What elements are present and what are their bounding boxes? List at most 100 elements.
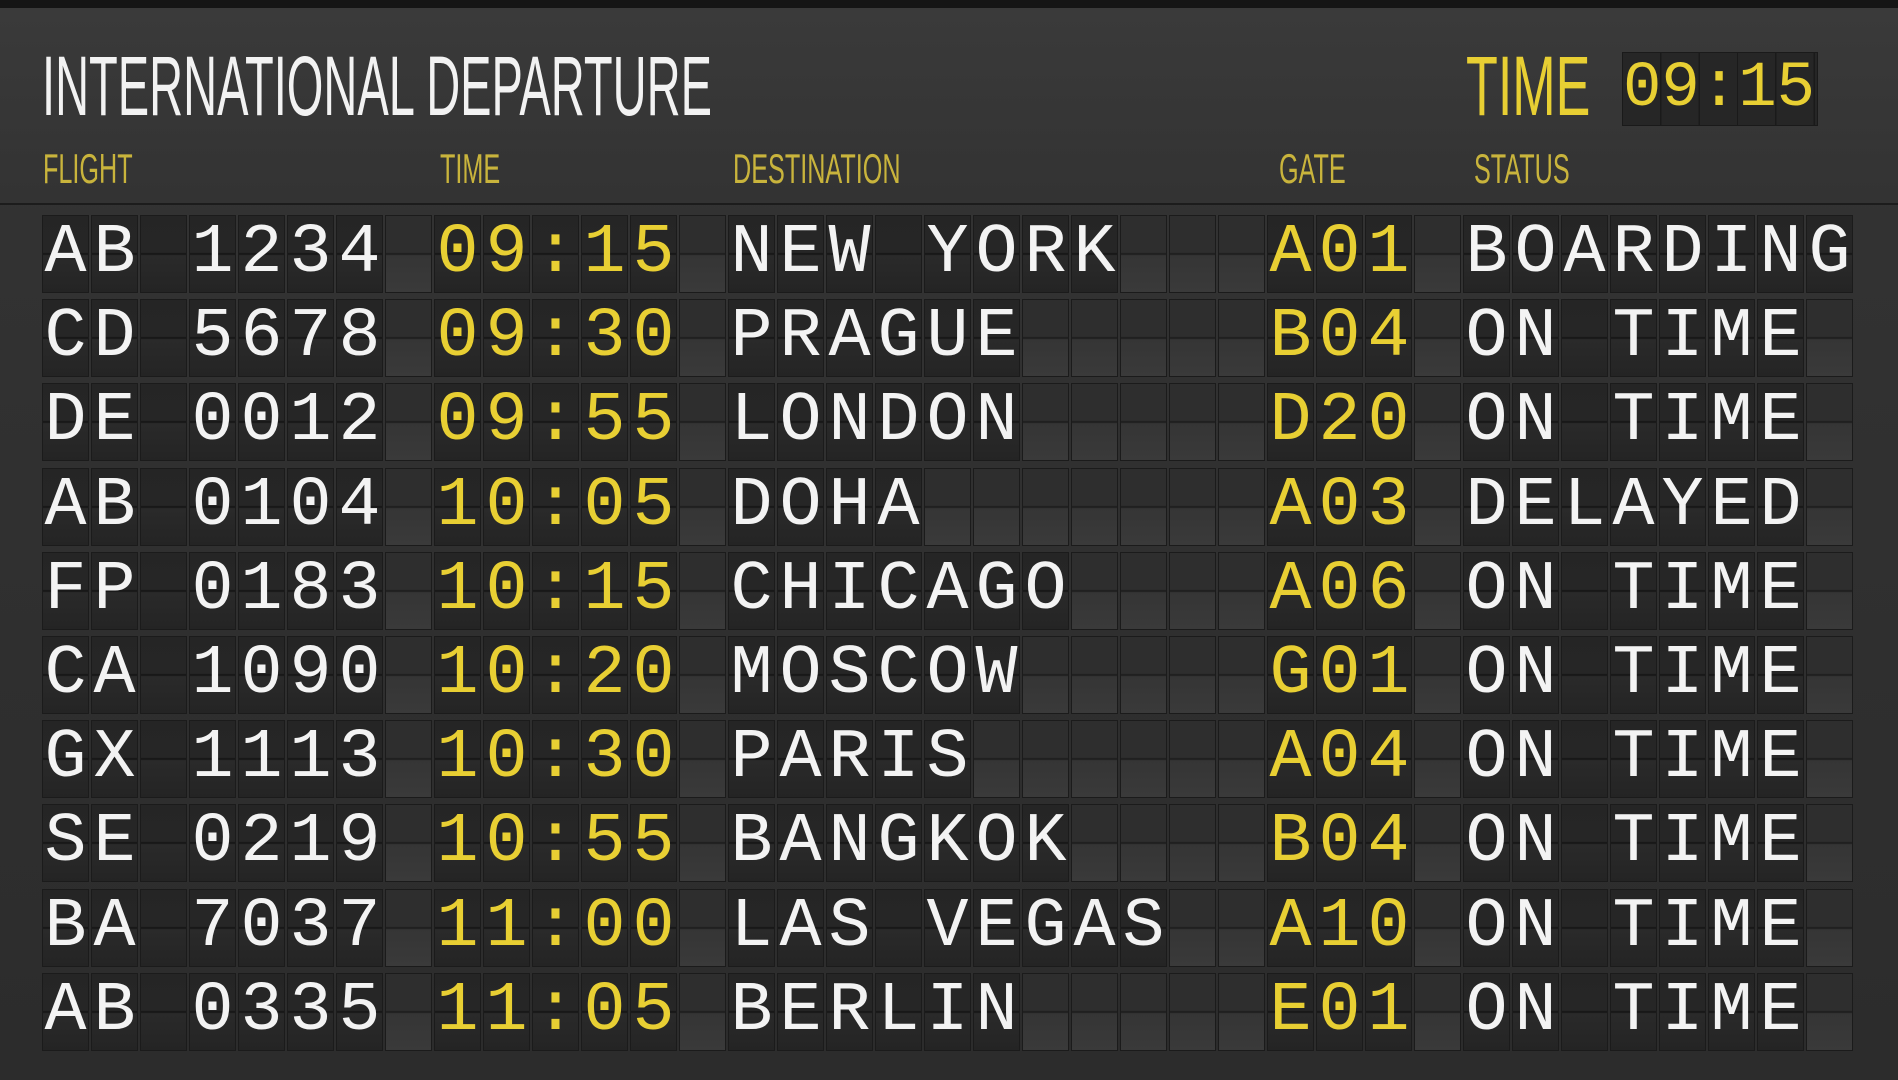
flap-cell — [483, 720, 530, 799]
flap-cell — [826, 467, 873, 546]
flap-cell — [532, 551, 579, 630]
flap-cell — [1757, 383, 1804, 462]
flap-cell — [973, 383, 1020, 462]
flap-cell — [1610, 888, 1657, 967]
flight-status: BOARDING — [1465, 214, 1858, 293]
flight-status: ON TIME — [1465, 550, 1809, 630]
flap-cell — [630, 215, 677, 293]
flight-time: 10:05 — [436, 466, 682, 546]
flap-cell — [924, 551, 971, 630]
flap-cell — [826, 383, 873, 462]
flap-cell — [1022, 551, 1069, 630]
flap-cell — [1659, 383, 1706, 462]
flap-cell — [1757, 636, 1804, 714]
flap-cell — [1561, 636, 1608, 714]
flap-cell — [385, 972, 432, 1051]
flap-cell — [826, 551, 873, 630]
flap-cell — [777, 551, 824, 630]
flap-cell — [42, 888, 89, 967]
flap-cell — [1169, 215, 1216, 293]
flap-cell — [1169, 467, 1216, 546]
flap-cell — [434, 720, 481, 799]
departure-board: INTERNATIONAL DEPARTURE TIME 09:15 FLIGH… — [0, 8, 1898, 1080]
flap-cell — [189, 299, 236, 378]
flap-cell — [1316, 888, 1363, 967]
flap-cell — [385, 636, 432, 714]
flap-cell — [336, 972, 383, 1051]
flap-cell — [434, 636, 481, 714]
flight-flight: AB 0104 — [44, 466, 388, 546]
flap-cell — [1561, 299, 1608, 378]
flap-cell — [875, 804, 922, 883]
flap-cell — [1218, 720, 1265, 799]
flap-cell — [1757, 467, 1804, 546]
flap-cell — [581, 383, 628, 462]
flap-cell — [1757, 888, 1804, 967]
flap-cell — [91, 299, 138, 378]
flap-cell — [1267, 720, 1314, 799]
flap-cell — [189, 383, 236, 462]
flap-cell — [1365, 215, 1412, 293]
flap-cell — [777, 215, 824, 293]
flap-cell — [1757, 551, 1804, 630]
flap-cell — [434, 888, 481, 967]
flap-cell — [483, 804, 530, 883]
flap-cell — [1120, 636, 1167, 714]
flap-cell — [336, 215, 383, 293]
flap-cell — [875, 299, 922, 378]
flap-cell — [679, 383, 726, 462]
flap-cell — [385, 215, 432, 293]
flap-cell — [532, 299, 579, 378]
flight-gate: A10 — [1269, 887, 1417, 967]
flap-grid — [42, 299, 1853, 378]
flap-cell — [924, 215, 971, 293]
flap-cell — [1022, 720, 1069, 799]
flap-cell — [826, 720, 873, 799]
flap-cell — [679, 551, 726, 630]
flap-cell — [91, 636, 138, 714]
flap-grid — [42, 888, 1853, 967]
flap-cell — [140, 215, 187, 293]
flap-cell — [581, 804, 628, 883]
flap-cell — [1120, 720, 1167, 799]
flap-grid — [42, 804, 1853, 883]
flap-cell — [1414, 972, 1461, 1051]
flap-cell — [1708, 299, 1755, 378]
flap-cell — [1414, 720, 1461, 799]
flap-cell — [1218, 467, 1265, 546]
flight-time: 11:05 — [436, 971, 682, 1051]
flap-cell — [434, 972, 481, 1051]
flap-cell — [238, 215, 285, 293]
clock-label: TIME — [1466, 39, 1591, 133]
flap-cell — [1561, 215, 1608, 293]
flap-cell — [336, 804, 383, 883]
flight-destination: LONDON — [730, 382, 1025, 462]
flight-gate: A03 — [1269, 466, 1417, 546]
flap-cell — [1071, 299, 1118, 378]
flap-cell — [1022, 804, 1069, 883]
flap-cell — [434, 804, 481, 883]
flap-grid — [42, 636, 1853, 714]
flap-cell — [1071, 720, 1118, 799]
flight-flight: SE 0219 — [44, 803, 388, 883]
flap-cell — [973, 215, 1020, 293]
flap-cell — [1659, 804, 1706, 883]
flap-cell — [1708, 804, 1755, 883]
flap-cell — [1708, 383, 1755, 462]
flap-cell — [1120, 972, 1167, 1051]
flap-cell — [287, 888, 334, 967]
flap-cell — [777, 972, 824, 1051]
flap-cell — [1463, 888, 1510, 967]
header-divider — [0, 203, 1898, 205]
flap-cell — [1561, 720, 1608, 799]
flap-cell — [1610, 299, 1657, 378]
flap-cell — [924, 636, 971, 714]
flight-status: ON TIME — [1465, 971, 1809, 1051]
flight-gate: A01 — [1269, 214, 1417, 293]
flap-cell — [1267, 551, 1314, 630]
flap-cell — [1071, 383, 1118, 462]
flap-cell — [1806, 551, 1853, 630]
flap-cell — [1463, 215, 1510, 293]
flap-cell — [1120, 467, 1167, 546]
flap-cell — [1512, 299, 1559, 378]
